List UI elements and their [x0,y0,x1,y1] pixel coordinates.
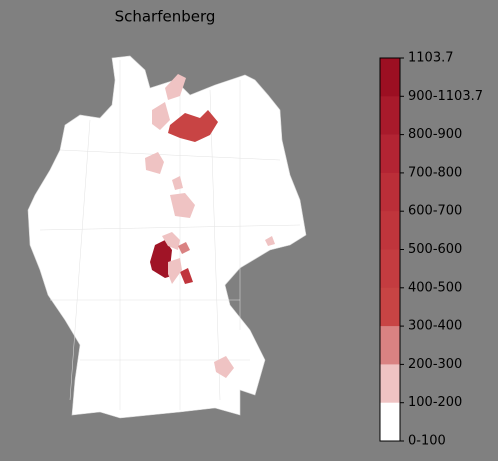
region-low [265,236,275,246]
region-mid [178,242,190,254]
region-low [162,232,180,250]
region-low [165,74,186,100]
colorbar-label: 100-200 [408,395,462,410]
colorbar-label: 600-700 [408,204,462,219]
colorbar-segment [380,134,400,174]
region-high [180,268,193,284]
region-low [170,193,195,218]
region-high [168,110,218,142]
colorbar-segment [380,402,400,442]
colorbar-label: 800-900 [408,127,462,142]
germany-map [27,55,307,419]
region-low [152,102,170,130]
colorbar-segment [380,211,400,250]
colorbar-label: 1103.7 [408,51,454,66]
region-low [145,152,164,174]
colorbar-segment [380,287,400,327]
colorbar-label: 900-1103.7 [408,89,483,104]
colorbar-segment [380,326,400,365]
colorbar-segment [380,96,400,135]
colorbar-label: 500-600 [408,242,462,257]
region-low [172,176,183,190]
colorbar-segment [380,58,400,97]
colorbar-label: 400-500 [408,280,462,295]
region-low [168,258,182,284]
colorbar-label: 700-800 [408,165,462,180]
colorbar: 1103.7 900-1103.7 800-900 700-800 600-700 500… [379,51,483,449]
colorbar-segment [380,249,400,289]
colorbar-segment [380,364,400,403]
map-title: Scharfenberg [115,8,216,26]
colorbar-label: 300-400 [408,319,462,334]
colorbar-label: 200-300 [408,357,462,372]
region-low [214,356,234,378]
colorbar-segment [380,172,400,212]
colorbar-label: 0-100 [408,434,446,449]
